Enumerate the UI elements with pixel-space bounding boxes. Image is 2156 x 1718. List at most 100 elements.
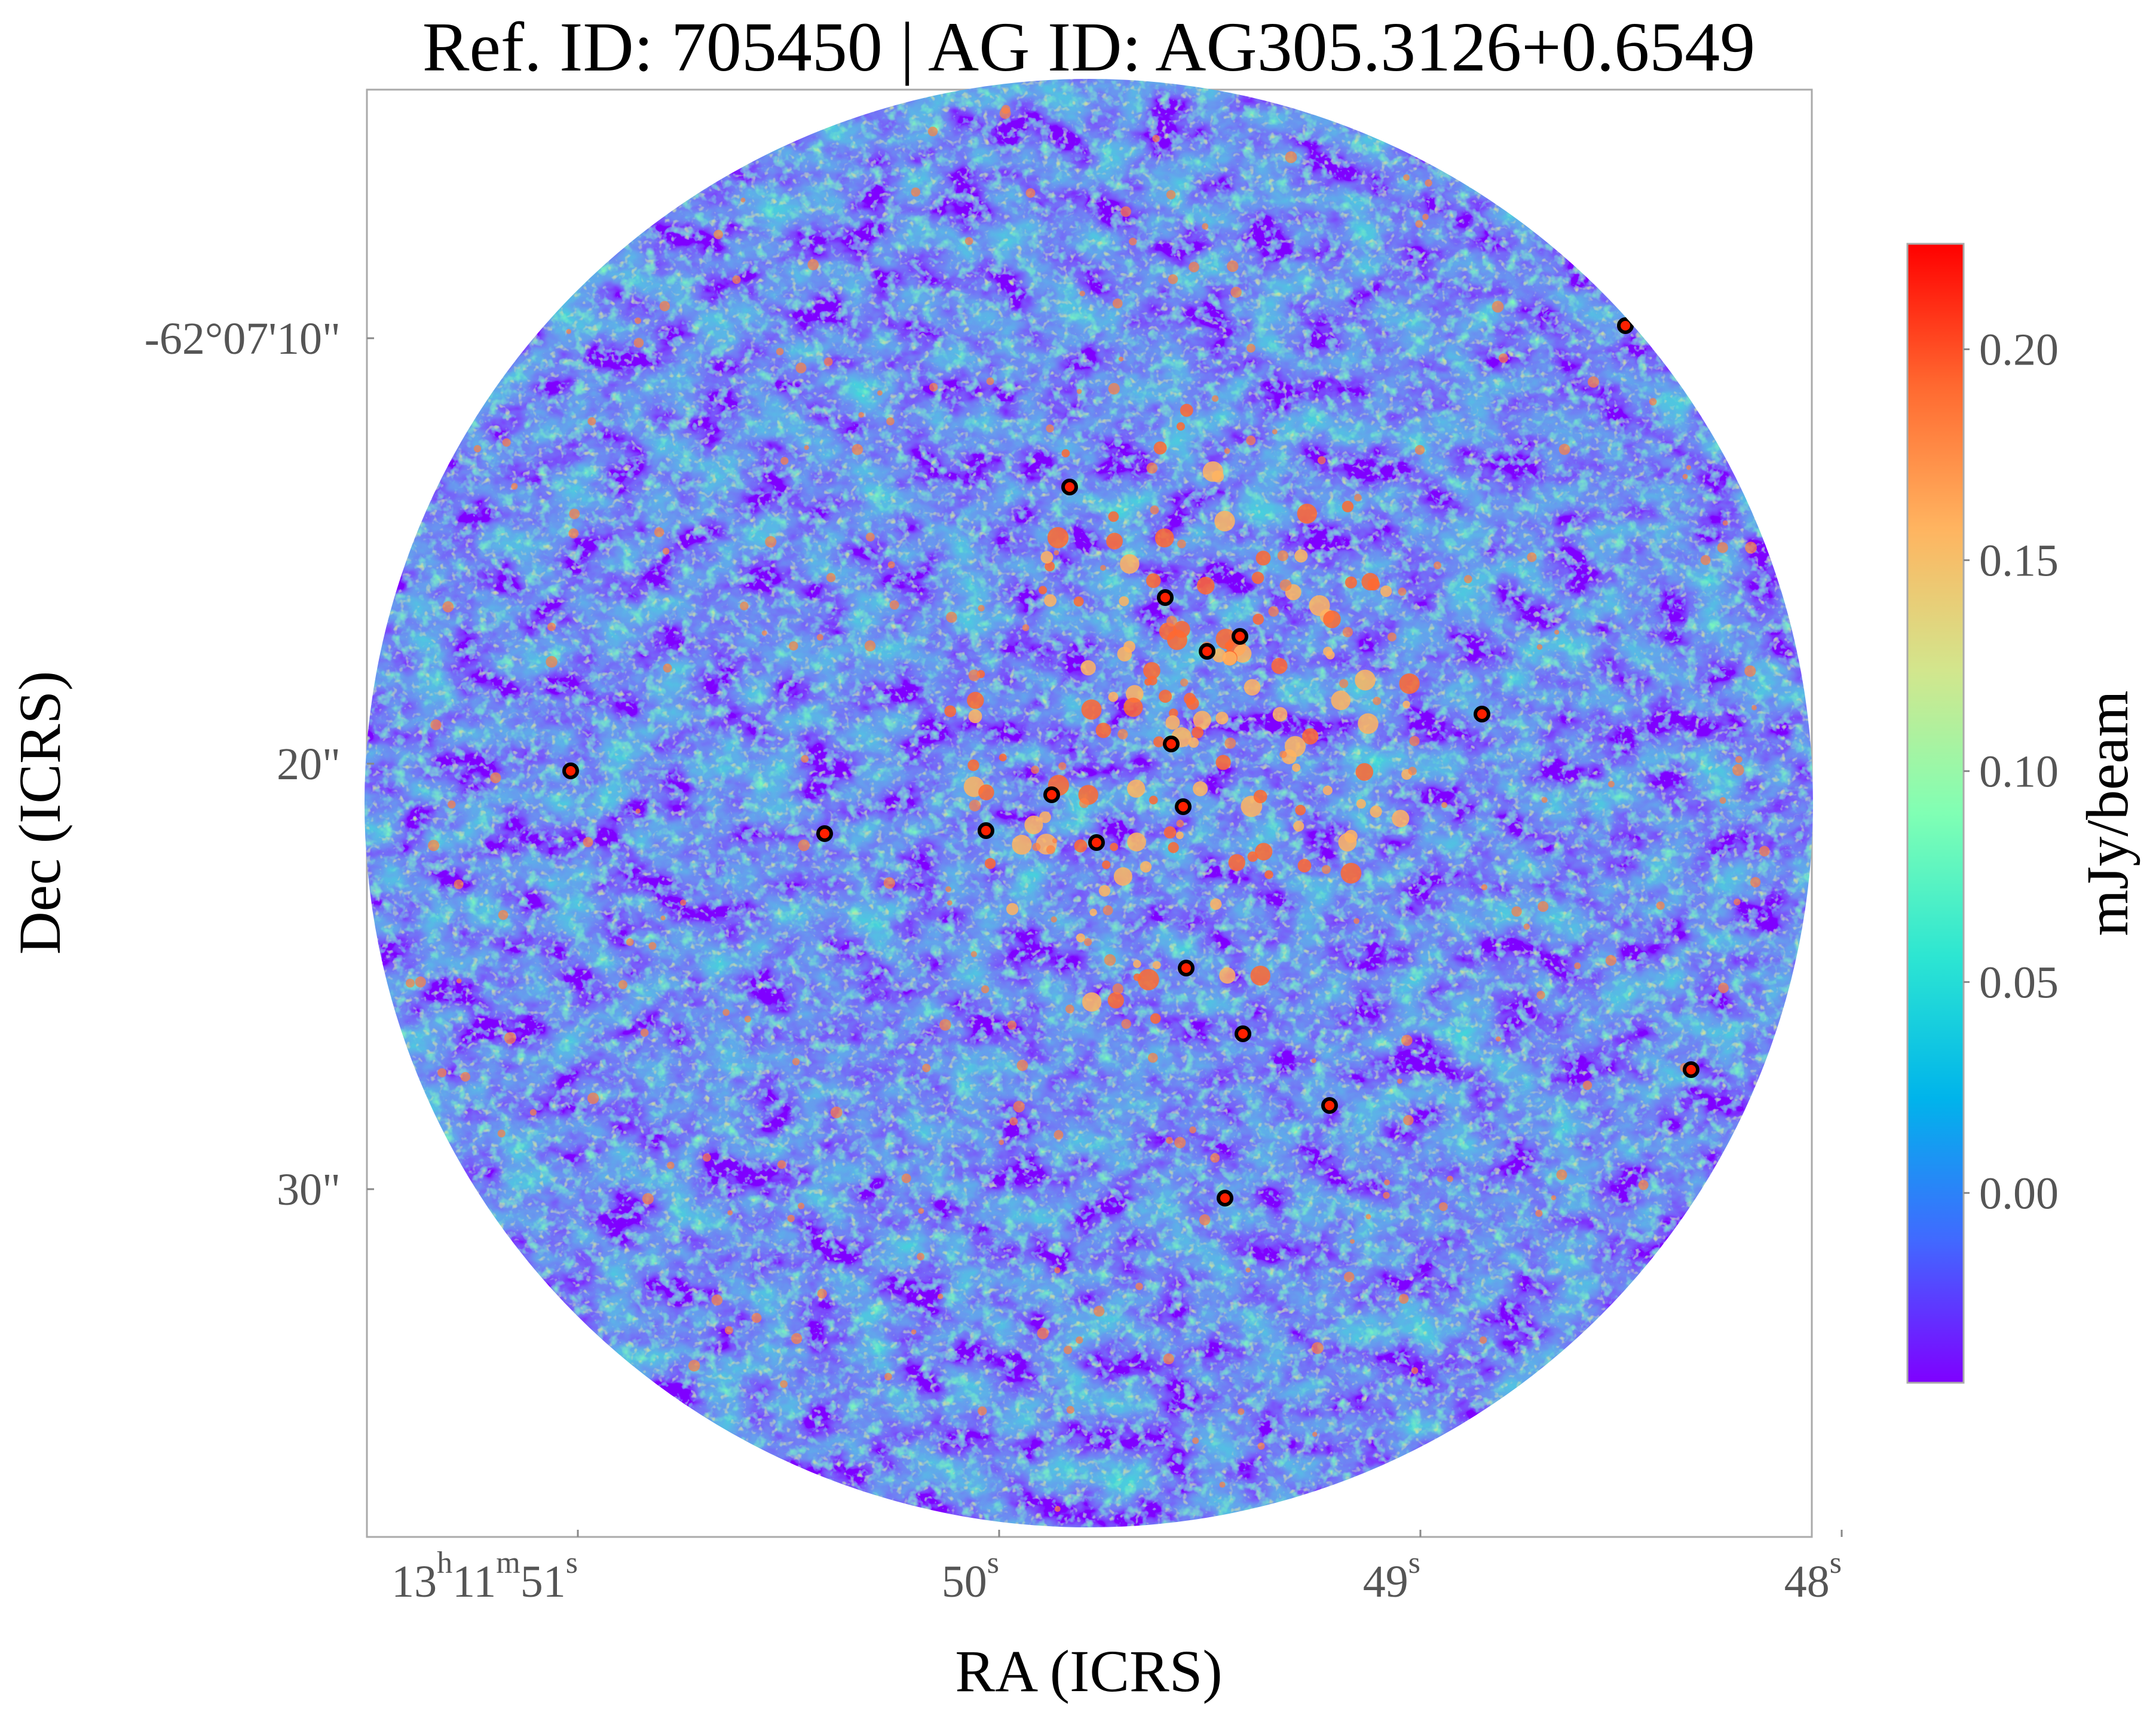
emission-blob	[1188, 737, 1199, 748]
emission-speck	[1176, 819, 1184, 828]
emission-speck	[1495, 1036, 1501, 1042]
emission-speck	[1719, 797, 1726, 804]
emission-blob	[1212, 648, 1226, 663]
emission-blob	[1024, 815, 1043, 835]
compact-source	[1157, 589, 1174, 606]
compact-source	[1043, 786, 1060, 803]
emission-speck	[939, 1019, 951, 1031]
emission-speck	[830, 1106, 843, 1119]
emission-speck	[744, 1015, 752, 1022]
emission-blob	[1180, 403, 1193, 417]
emission-speck	[964, 237, 973, 246]
emission-speck	[568, 528, 579, 539]
emission-speck	[1438, 1202, 1448, 1211]
emission-speck	[1238, 1408, 1245, 1415]
emission-speck	[1649, 398, 1657, 406]
emission-blob	[1165, 715, 1180, 730]
emission-speck	[502, 438, 511, 447]
emission-speck	[1285, 151, 1297, 163]
emission-speck	[816, 634, 823, 641]
emission-speck	[406, 978, 415, 988]
emission-speck	[740, 197, 746, 203]
emission-blob	[1133, 960, 1141, 968]
emission-speck	[566, 329, 571, 334]
emission-speck	[1408, 767, 1417, 776]
emission-speck	[1102, 905, 1113, 915]
emission-blob	[1106, 532, 1123, 550]
emission-speck	[1425, 179, 1432, 187]
emission-speck	[1312, 1432, 1318, 1437]
emission-speck	[1268, 606, 1279, 617]
emission-blob	[1214, 510, 1235, 532]
emission-blob	[1331, 690, 1351, 711]
emission-blob	[1110, 843, 1119, 852]
emission-blob	[1120, 554, 1140, 574]
emission-blob	[1133, 973, 1141, 981]
emission-speck	[1037, 1327, 1049, 1339]
emission-speck	[1536, 644, 1543, 650]
compact-source	[1617, 317, 1634, 334]
emission-blob	[1255, 550, 1271, 566]
emission-speck	[947, 900, 953, 906]
bright-emission-region	[406, 105, 1770, 1512]
emission-blob	[1123, 641, 1135, 653]
compact-source	[1088, 834, 1105, 851]
emission-speck	[1342, 627, 1353, 638]
emission-speck	[648, 942, 657, 950]
emission-speck	[1272, 429, 1278, 434]
emission-blob	[1297, 503, 1317, 524]
emission-speck	[1321, 865, 1331, 874]
emission-speck	[490, 772, 501, 783]
emission-speck	[946, 611, 957, 623]
compact-source	[816, 825, 833, 842]
emission-speck	[823, 357, 833, 366]
x-tick-label: 50s	[942, 1546, 999, 1607]
compact-source	[1178, 960, 1195, 976]
emission-speck	[511, 483, 518, 490]
emission-speck	[1311, 1058, 1316, 1063]
emission-speck	[817, 1288, 827, 1299]
emission-speck	[642, 1193, 654, 1205]
emission-speck	[1414, 445, 1425, 455]
emission-blob	[1244, 679, 1261, 696]
emission-blob	[1370, 806, 1382, 818]
emission-speck	[1001, 105, 1010, 114]
emission-blob	[1098, 885, 1111, 897]
emission-speck	[1722, 520, 1728, 526]
emission-speck	[1100, 565, 1106, 571]
emission-speck	[751, 1313, 762, 1323]
emission-speck	[1245, 1267, 1251, 1273]
emission-speck	[1199, 1214, 1211, 1226]
y-tick-label: 30"	[277, 1165, 341, 1215]
emission-speck	[1735, 756, 1742, 763]
emission-speck	[1079, 798, 1089, 809]
emission-speck	[1058, 762, 1067, 770]
x-axis: 13h11m51s50s49s48s47s	[391, 1530, 1843, 1607]
emission-speck	[1750, 877, 1761, 888]
emission-speck	[970, 951, 977, 957]
emission-speck	[1492, 301, 1504, 313]
emission-blob	[1297, 859, 1312, 872]
emission-speck	[1247, 344, 1255, 353]
emission-speck	[1411, 1367, 1419, 1374]
compact-source	[1175, 798, 1192, 815]
emission-speck	[886, 417, 895, 425]
emission-speck	[428, 840, 440, 852]
emission-blob	[1284, 736, 1306, 757]
emission-speck	[1051, 916, 1057, 923]
colorbar-tick-label: 0.05	[1979, 957, 2059, 1007]
emission-blob	[1342, 501, 1354, 513]
emission-speck	[1121, 1019, 1131, 1029]
emission-blob	[1119, 596, 1129, 607]
emission-speck	[1365, 1214, 1371, 1220]
emission-blob	[1147, 676, 1157, 685]
emission-blob	[1081, 699, 1102, 720]
emission-blob	[1186, 697, 1199, 710]
emission-speck	[1732, 764, 1744, 776]
emission-blob	[1039, 811, 1051, 823]
emission-speck	[1279, 751, 1287, 758]
emission-speck	[1174, 1137, 1186, 1149]
emission-speck	[547, 622, 556, 631]
emission-speck	[1177, 539, 1186, 549]
emission-blob	[1380, 585, 1392, 598]
